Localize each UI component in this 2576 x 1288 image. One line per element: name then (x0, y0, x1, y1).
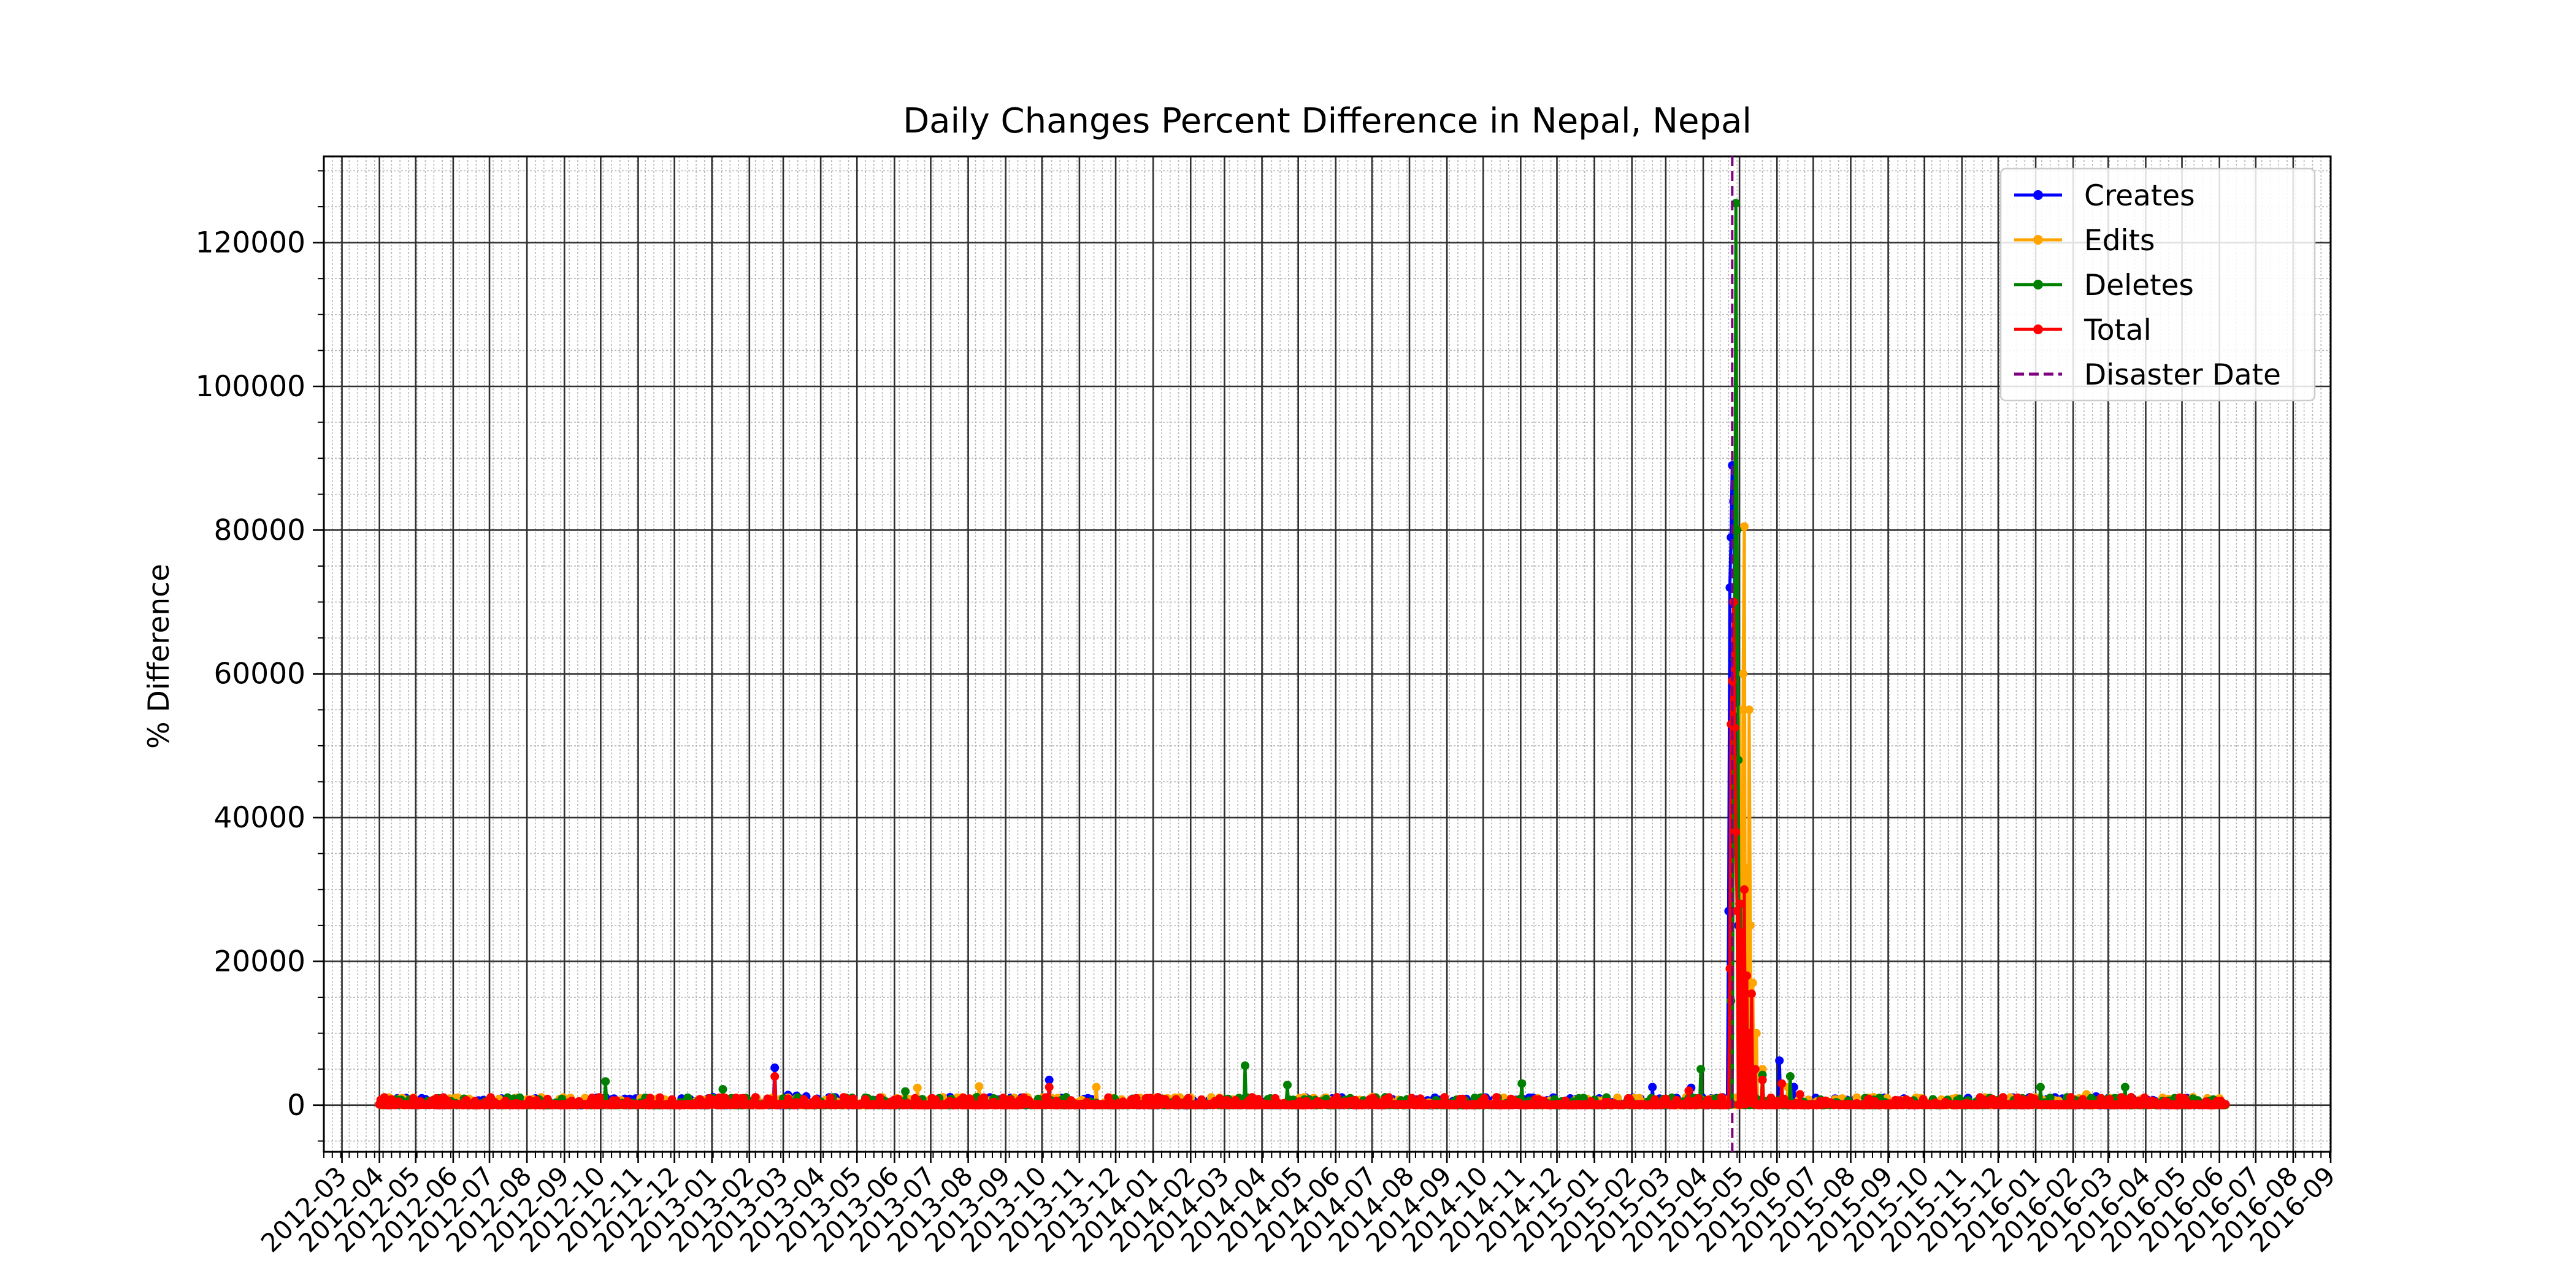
data-point (1241, 1061, 1249, 1070)
y-tick-label: 20000 (213, 945, 305, 978)
y-tick-label: 100000 (196, 370, 305, 404)
plot-frame (323, 155, 2332, 1153)
data-point (770, 1063, 780, 1072)
data-point (901, 1087, 910, 1096)
series-deletes (375, 199, 2230, 1110)
data-point (1696, 1065, 1706, 1074)
y-tick-label: 120000 (196, 226, 305, 260)
y-tick-label: 40000 (213, 801, 305, 835)
data-point (913, 1083, 922, 1092)
data-point (1746, 921, 1755, 930)
data-point (1648, 1083, 1657, 1092)
y-tick-label: 60000 (213, 657, 305, 691)
data-point (1785, 1072, 1795, 1081)
data-point (1739, 669, 1748, 678)
data-point (1742, 864, 1751, 873)
data-point (1517, 1079, 1527, 1088)
data-point (718, 1085, 727, 1094)
data-point (1740, 522, 1749, 531)
data-point (1744, 705, 1754, 715)
y-tick-label: 0 (287, 1089, 305, 1122)
series-edits (375, 522, 2230, 1110)
series-creates (375, 461, 2230, 1110)
data-point (1733, 526, 1742, 535)
data-point (1752, 1029, 1761, 1038)
data-point (1045, 1075, 1054, 1084)
data-point (1731, 199, 1741, 208)
data-point (601, 1077, 610, 1086)
data-point (975, 1082, 984, 1091)
series (375, 199, 2230, 1110)
y-tick-label: 80000 (213, 513, 305, 547)
grid (323, 156, 2332, 1152)
data-point (1775, 1056, 1784, 1065)
data-point (1092, 1083, 1101, 1092)
axes: 2012-032012-042012-052012-062012-072012-… (196, 155, 2341, 1258)
data-point (1283, 1081, 1292, 1089)
data-point (1748, 978, 1757, 987)
